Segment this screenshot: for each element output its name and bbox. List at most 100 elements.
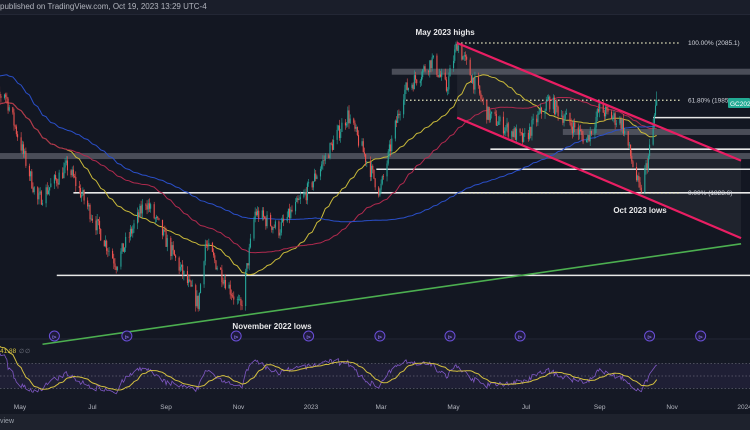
candle (45, 184, 47, 208)
event-marker-icon[interactable]: ⊳ (644, 330, 656, 342)
candle-body (90, 218, 92, 220)
candle-body (406, 82, 408, 91)
candle-body (172, 245, 174, 251)
candle-body (306, 183, 308, 201)
candle (512, 129, 514, 141)
event-marker-icon[interactable]: ⊳ (121, 330, 133, 342)
event-marker-icon[interactable]: ⊳ (444, 330, 456, 342)
candle-body (511, 131, 513, 137)
candle-body (627, 131, 629, 146)
candle-body (98, 220, 101, 229)
candle (245, 268, 247, 311)
candle (199, 282, 202, 294)
candle (299, 191, 301, 204)
candle-body (121, 243, 123, 252)
candle (644, 165, 646, 195)
event-marker-icon[interactable]: ⊳ (374, 330, 386, 342)
fib-level-label: 0.00% (1823.6) (688, 190, 732, 197)
candle (341, 118, 343, 132)
candle-body (258, 210, 260, 219)
candle (549, 95, 551, 112)
candle-body (469, 59, 471, 76)
candle (306, 181, 308, 205)
candle-body (249, 238, 251, 248)
candle (646, 158, 648, 174)
candle-body (171, 245, 173, 257)
candle (569, 112, 571, 126)
candle-body (53, 175, 55, 184)
event-marker-icon[interactable]: ⊳ (230, 330, 242, 342)
event-marker-icon[interactable]: ⊳ (303, 330, 315, 342)
candle (114, 258, 116, 271)
candle (346, 121, 348, 128)
candle (347, 106, 349, 128)
candle (41, 199, 44, 206)
candle (538, 109, 540, 115)
candle-body (523, 133, 525, 142)
event-marker-icon[interactable]: ⊳ (48, 330, 60, 342)
candle (153, 201, 155, 220)
candle-body (564, 114, 566, 119)
candle-body (22, 144, 25, 154)
candle-body (297, 198, 299, 201)
moving-average-50 (0, 74, 657, 276)
event-glyph: ⊳ (306, 335, 311, 341)
candle-body (628, 144, 630, 146)
candle-body (166, 238, 168, 247)
candle-body (577, 127, 579, 135)
candle (56, 177, 58, 187)
candle (430, 59, 432, 73)
candle-body (470, 75, 472, 83)
candle (381, 175, 383, 186)
candle (519, 128, 521, 137)
candle-body (453, 60, 455, 68)
event-marker-icon[interactable]: ⊳ (514, 330, 526, 342)
candle-body (599, 103, 601, 112)
candle (580, 124, 582, 132)
candle (297, 195, 299, 204)
candle-body (638, 175, 640, 183)
candle (129, 224, 131, 241)
candle-body (281, 218, 284, 223)
candle (441, 68, 443, 81)
candle-body (95, 220, 97, 231)
candle-body (432, 55, 434, 58)
candle (246, 262, 248, 273)
candle (316, 174, 318, 180)
event-marker-icon[interactable]: ⊳ (695, 330, 707, 342)
candle-body (146, 205, 148, 210)
candle (330, 141, 332, 146)
candle (83, 189, 85, 205)
candle (249, 233, 251, 249)
candle-body (578, 129, 581, 135)
candle (594, 122, 596, 139)
candle (531, 116, 533, 141)
x-axis-tick-label: Nov (233, 404, 245, 411)
candle (362, 138, 364, 153)
candle (30, 170, 32, 181)
candle-body (504, 130, 506, 134)
x-axis-tick-label: Mar (375, 404, 387, 411)
candle-body (189, 279, 191, 282)
candle-body (203, 261, 205, 285)
candle (221, 264, 223, 288)
candle-body (304, 192, 306, 193)
candle-body (157, 216, 159, 219)
candle (7, 97, 9, 114)
rsi-band (0, 363, 750, 389)
candle (5, 92, 7, 103)
candle-body (104, 240, 107, 247)
candle (224, 274, 227, 290)
candle (50, 178, 52, 188)
candle (581, 128, 583, 141)
candle (266, 211, 268, 229)
candle-body (515, 128, 518, 140)
candle (253, 216, 255, 241)
candle (21, 140, 23, 155)
candle-body (57, 183, 59, 185)
candle (287, 208, 289, 218)
candle (0, 94, 2, 103)
candle-body (74, 176, 76, 178)
candle-body (230, 294, 232, 296)
